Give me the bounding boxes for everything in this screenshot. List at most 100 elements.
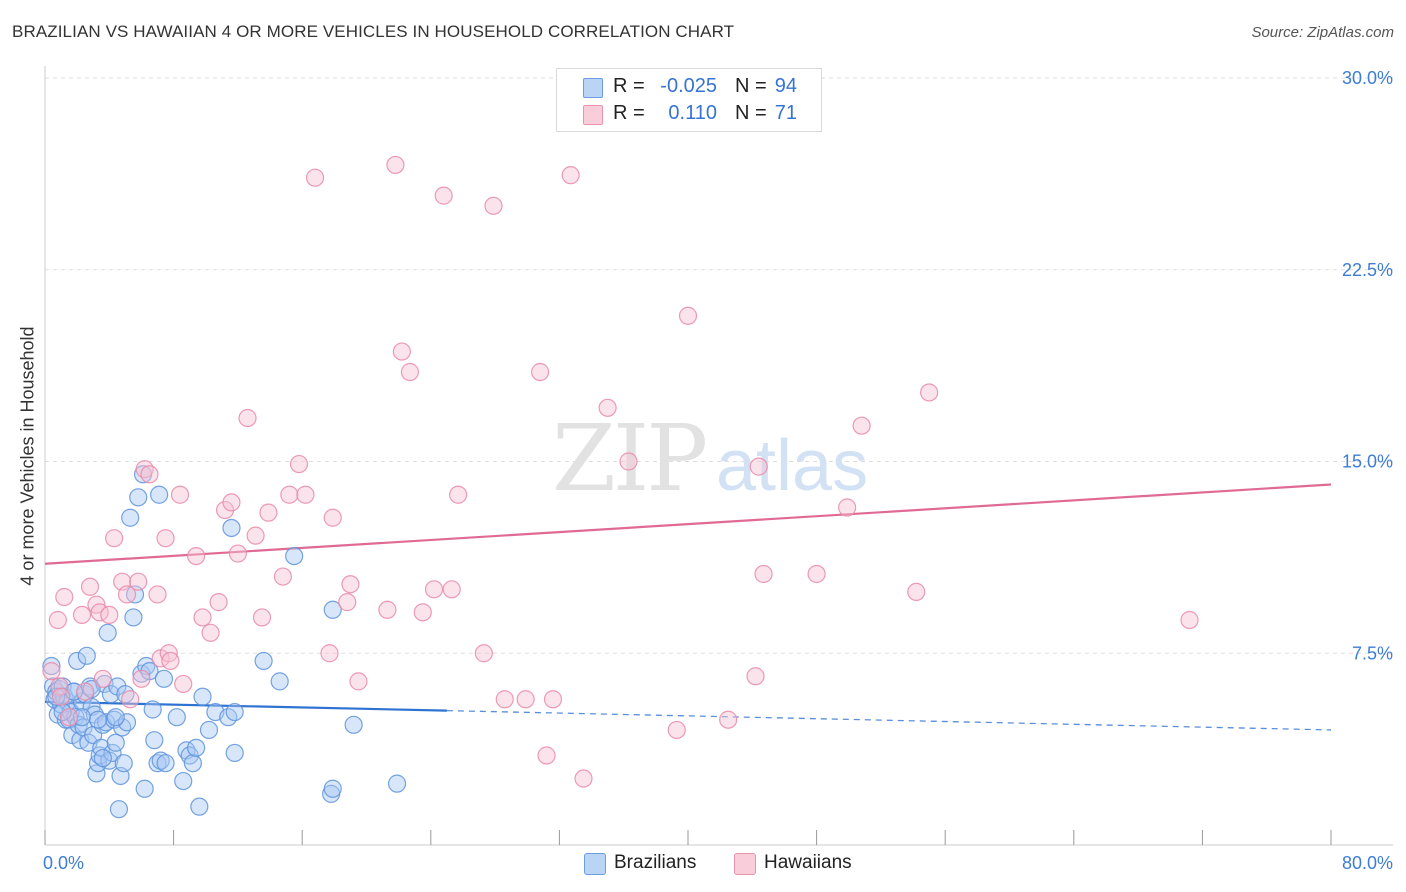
hawaiians-point <box>484 196 503 215</box>
trend-lines <box>44 483 1332 731</box>
hawaiians-point <box>273 567 293 586</box>
hawaiians-point <box>100 605 119 625</box>
hawaiians-point <box>598 398 617 417</box>
hawaiians-point <box>495 690 514 709</box>
brazilians-trend-extension <box>446 709 1332 731</box>
brazilians-point <box>193 687 212 706</box>
legend-r-label: R = <box>613 102 645 124</box>
brazilians-point <box>98 623 117 642</box>
hawaiians-point <box>296 485 315 504</box>
brazilians-point <box>42 656 61 676</box>
hawaiians-point <box>305 168 325 187</box>
hawaiians-point <box>140 465 159 484</box>
axes <box>44 66 1393 846</box>
brazilians-point <box>167 708 186 727</box>
hawaiians-point <box>280 485 299 504</box>
brazilians-point <box>183 754 202 773</box>
brazilians-trend-line <box>44 700 447 712</box>
hawaiians-point <box>159 644 178 663</box>
hawaiians-point <box>161 651 180 671</box>
brazilians-point <box>151 751 170 770</box>
brazilians-point <box>77 646 96 665</box>
hawaiians-point <box>55 587 74 607</box>
brazilians-point <box>103 743 122 763</box>
brazilians-point <box>124 608 143 627</box>
brazilians-point <box>222 518 241 538</box>
brazilians-point <box>174 771 193 791</box>
hawaiians-point <box>201 623 220 642</box>
brazilians-point <box>106 733 125 752</box>
brazilians-point <box>285 546 304 566</box>
hawaiians-point <box>320 644 339 663</box>
brazilians-legend-swatch <box>584 853 606 875</box>
hawaiians-legend-swatch <box>734 853 756 875</box>
hawaiians-point <box>424 580 444 599</box>
brazilians-point <box>88 754 108 773</box>
brazilians-point <box>129 488 148 507</box>
brazilians-point <box>135 779 154 798</box>
hawaiians-point <box>238 408 257 428</box>
series-brazilians <box>42 465 407 819</box>
hawaiians-point <box>413 603 432 622</box>
brazilians-swatch <box>583 78 603 98</box>
hawaiians-point <box>132 669 151 688</box>
hawaiians-point <box>341 575 360 594</box>
watermark-atlas: atlas <box>716 426 868 506</box>
hawaiians-point <box>51 687 71 706</box>
hawaiians-point <box>105 529 124 548</box>
hawaiians-point <box>1180 610 1199 630</box>
hawaiians-point <box>60 708 79 727</box>
brazilians-point <box>145 731 164 750</box>
hawaiians-trend-line <box>44 483 1332 565</box>
legend-r-value: -0.025 <box>660 75 717 97</box>
brazilians-point <box>344 715 363 734</box>
x-tick-label-min: 0.0% <box>43 853 84 873</box>
hawaiians-point <box>48 610 67 630</box>
hawaiians-point <box>516 690 535 709</box>
brazilians-point <box>154 669 174 688</box>
y-tick-label: 15.0% <box>1342 452 1393 472</box>
hawaiians-point <box>378 600 397 619</box>
hawaiians-point <box>289 454 309 474</box>
x-tick-label-max: 80.0% <box>1342 853 1393 873</box>
hawaiians-point <box>392 342 411 361</box>
brazilians-point <box>187 738 206 757</box>
legend-n-label: N = <box>735 75 767 97</box>
hawaiians-point <box>907 582 926 601</box>
hawaiians-point <box>228 544 247 563</box>
legend-label-brazilians: Brazilians <box>614 852 697 873</box>
grid-lines <box>45 77 1393 654</box>
hawaiians-point <box>667 720 686 740</box>
hawaiians-point <box>135 460 154 479</box>
hawaiians-point <box>531 362 550 382</box>
hawaiians-point <box>838 498 857 517</box>
hawaiians-point <box>561 166 580 185</box>
brazilians-point <box>225 702 244 722</box>
brazilians-point <box>116 685 135 704</box>
hawaiians-point <box>400 362 420 382</box>
hawaiians-point <box>174 674 193 694</box>
hawaiians-point <box>156 529 175 548</box>
hawaiians-point <box>259 503 278 522</box>
brazilians-point <box>254 651 273 671</box>
hawaiians-point <box>252 608 272 627</box>
brazilians-point <box>113 718 132 737</box>
brazilians-point <box>387 774 407 793</box>
brazilians-point <box>190 797 209 816</box>
hawaiians-point <box>222 493 241 512</box>
hawaiians-point <box>852 416 871 435</box>
legend-row-brazilians: R = -0.025 N = 94 <box>557 74 821 100</box>
watermark-zip: ZIP <box>552 405 705 512</box>
hawaiians-point <box>754 564 773 584</box>
hawaiians-point <box>749 457 768 476</box>
brazilians-point <box>117 713 137 732</box>
legend-n-label: N = <box>735 102 767 124</box>
hawaiians-point <box>170 485 190 504</box>
hawaiians-point <box>93 669 112 688</box>
y-tick-label: 22.5% <box>1342 260 1393 280</box>
tick-labels: 7.5% 15.0% 22.5% 30.0% 0.0% 80.0% <box>43 68 1393 873</box>
hawaiians-point <box>920 383 939 402</box>
legend-r-value: 0.110 <box>668 102 717 124</box>
brazilians-point <box>156 754 175 773</box>
